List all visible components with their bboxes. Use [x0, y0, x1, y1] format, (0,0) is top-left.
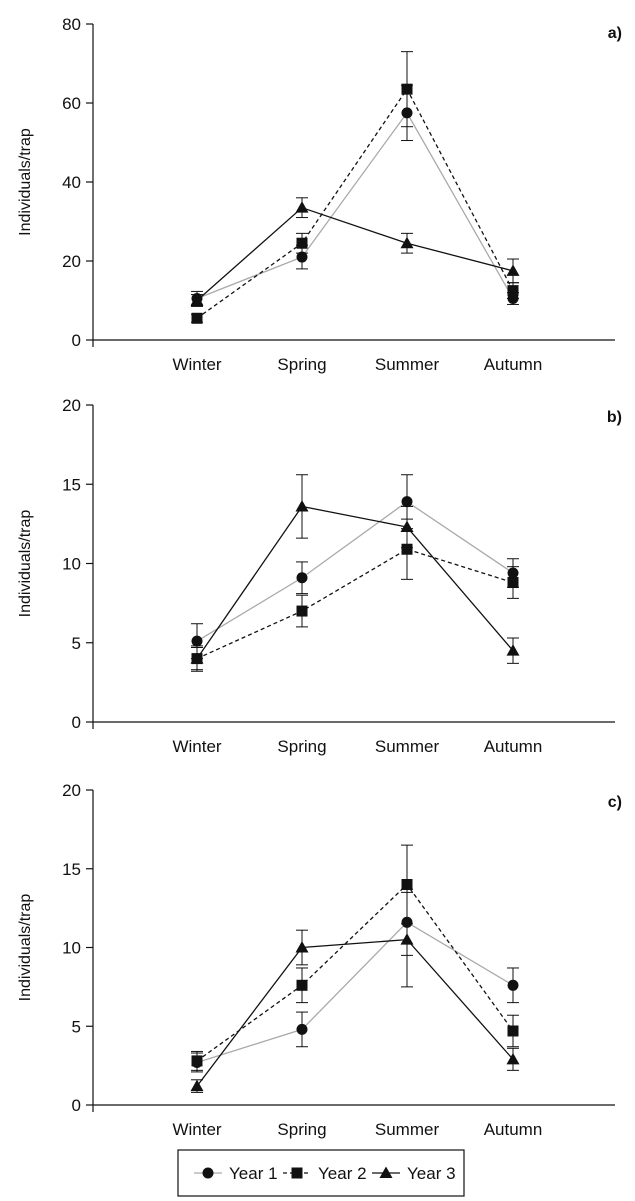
data-point-square	[401, 543, 413, 555]
data-point-triangle	[506, 1052, 520, 1065]
data-point-square	[507, 577, 519, 589]
legend-marker-triangle	[379, 1166, 393, 1178]
data-point-triangle	[295, 499, 309, 512]
series-year-1	[191, 474, 519, 660]
y-tick-label: 0	[72, 713, 81, 732]
series-year-1	[191, 888, 519, 1073]
y-tick-label: 20	[62, 781, 81, 800]
data-point-triangle	[190, 1079, 204, 1092]
data-point-square	[296, 605, 308, 617]
legend-item: Year 1	[194, 1164, 278, 1183]
x-tick-label: Autumn	[484, 1120, 543, 1139]
data-point-circle	[507, 979, 519, 991]
x-tick-label: Spring	[277, 1120, 326, 1139]
series-line	[196, 938, 514, 1087]
legend-marker-circle	[202, 1167, 214, 1179]
legend: Year 1 Year 2 Year 3	[177, 1149, 465, 1197]
x-tick-label: Summer	[375, 1120, 440, 1139]
legend-label: Year 2	[318, 1164, 367, 1183]
data-point-square	[296, 237, 308, 249]
x-tick-label: Winter	[172, 1120, 221, 1139]
x-tick-label: Spring	[277, 737, 326, 756]
y-tick-label: 5	[72, 1017, 81, 1036]
x-tick-label: Spring	[277, 355, 326, 374]
panel-label: c)	[608, 794, 622, 811]
data-point-circle	[401, 496, 413, 508]
panel-2: 0 5 10 15 20 Winter Spring Summer Autumn Individu…	[17, 396, 622, 756]
panel-1: 0 20 40 60 80 Winter Spring Summer Autumn Individ…	[17, 15, 622, 374]
y-tick-label: 80	[62, 15, 81, 34]
y-tick-label: 15	[62, 475, 81, 494]
x-tick-label: Winter	[172, 737, 221, 756]
legend-box	[177, 1149, 465, 1197]
data-point-circle	[296, 1023, 308, 1035]
y-tick-label: 60	[62, 94, 81, 113]
data-point-triangle	[400, 520, 414, 533]
data-point-triangle	[506, 644, 520, 656]
data-point-square	[191, 1055, 203, 1067]
data-point-triangle	[295, 941, 309, 953]
x-tick-label: Winter	[172, 355, 221, 374]
x-tick-label: Summer	[375, 355, 440, 374]
x-tick-label: Summer	[375, 737, 440, 756]
data-point-square	[191, 312, 203, 324]
y-axis-label: Individuals/trap	[17, 894, 34, 1002]
legend-label: Year 1	[229, 1164, 278, 1183]
data-point-square	[296, 979, 308, 991]
y-tick-label: 15	[62, 860, 81, 879]
panel-label: a)	[608, 25, 622, 42]
data-point-square	[401, 879, 413, 890]
legend-item: Year 2	[283, 1164, 367, 1183]
series-year-1	[191, 84, 519, 307]
series-line	[196, 87, 514, 319]
y-tick-label: 0	[72, 331, 81, 350]
series-line	[196, 548, 514, 660]
series-line	[196, 921, 514, 1064]
panels-layer: 0 20 40 60 80 Winter Spring Summer Autumn Individ…	[17, 15, 622, 1139]
data-point-triangle	[400, 933, 414, 945]
legend-label: Year 3	[407, 1164, 456, 1183]
series-year-2	[191, 518, 519, 671]
series-line	[196, 883, 514, 1062]
series-year-3	[190, 474, 520, 672]
data-point-circle	[296, 251, 308, 263]
data-point-square	[507, 1025, 519, 1037]
y-tick-label: 5	[72, 634, 81, 653]
series-year-3	[190, 891, 520, 1093]
data-point-circle	[191, 635, 203, 647]
y-tick-label: 10	[62, 555, 81, 574]
legend-item: Year 3	[372, 1164, 456, 1183]
panel-3: 0 5 10 15 20 Winter Spring Summer Autumn Individu…	[17, 781, 622, 1139]
y-axis-label: Individuals/trap	[17, 128, 34, 236]
series-year-3	[190, 197, 520, 307]
data-point-triangle	[295, 201, 309, 213]
data-point-square	[401, 83, 413, 95]
y-tick-label: 40	[62, 173, 81, 192]
data-point-triangle	[506, 264, 520, 276]
y-tick-label: 20	[62, 252, 81, 271]
series-line	[196, 500, 514, 642]
y-tick-label: 10	[62, 939, 81, 958]
data-point-triangle	[190, 652, 204, 664]
y-tick-label: 20	[62, 396, 81, 415]
y-axis-label: Individuals/trap	[17, 510, 34, 618]
data-point-triangle	[190, 294, 204, 306]
series-line	[196, 206, 514, 301]
series-year-2	[191, 844, 519, 1071]
y-tick-label: 0	[72, 1096, 81, 1115]
data-point-square	[507, 285, 519, 297]
data-point-circle	[296, 572, 308, 584]
series-line	[196, 111, 514, 300]
data-point-triangle	[400, 236, 414, 249]
series-line	[196, 505, 514, 659]
series-year-2	[191, 51, 519, 324]
x-tick-label: Autumn	[484, 737, 543, 756]
legend-marker-square	[291, 1167, 303, 1179]
x-tick-label: Autumn	[484, 355, 543, 374]
panel-label: b)	[607, 409, 622, 426]
